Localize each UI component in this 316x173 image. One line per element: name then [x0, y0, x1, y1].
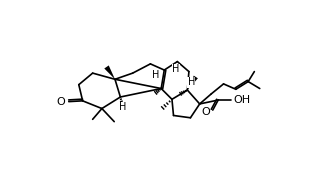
Text: OH: OH — [234, 95, 251, 105]
Text: H: H — [119, 102, 126, 112]
Text: O: O — [56, 97, 65, 107]
Text: O: O — [201, 107, 210, 117]
Text: H: H — [172, 64, 179, 74]
Polygon shape — [187, 76, 198, 90]
Text: H: H — [152, 70, 160, 80]
Polygon shape — [104, 65, 115, 79]
Text: H: H — [187, 77, 195, 87]
